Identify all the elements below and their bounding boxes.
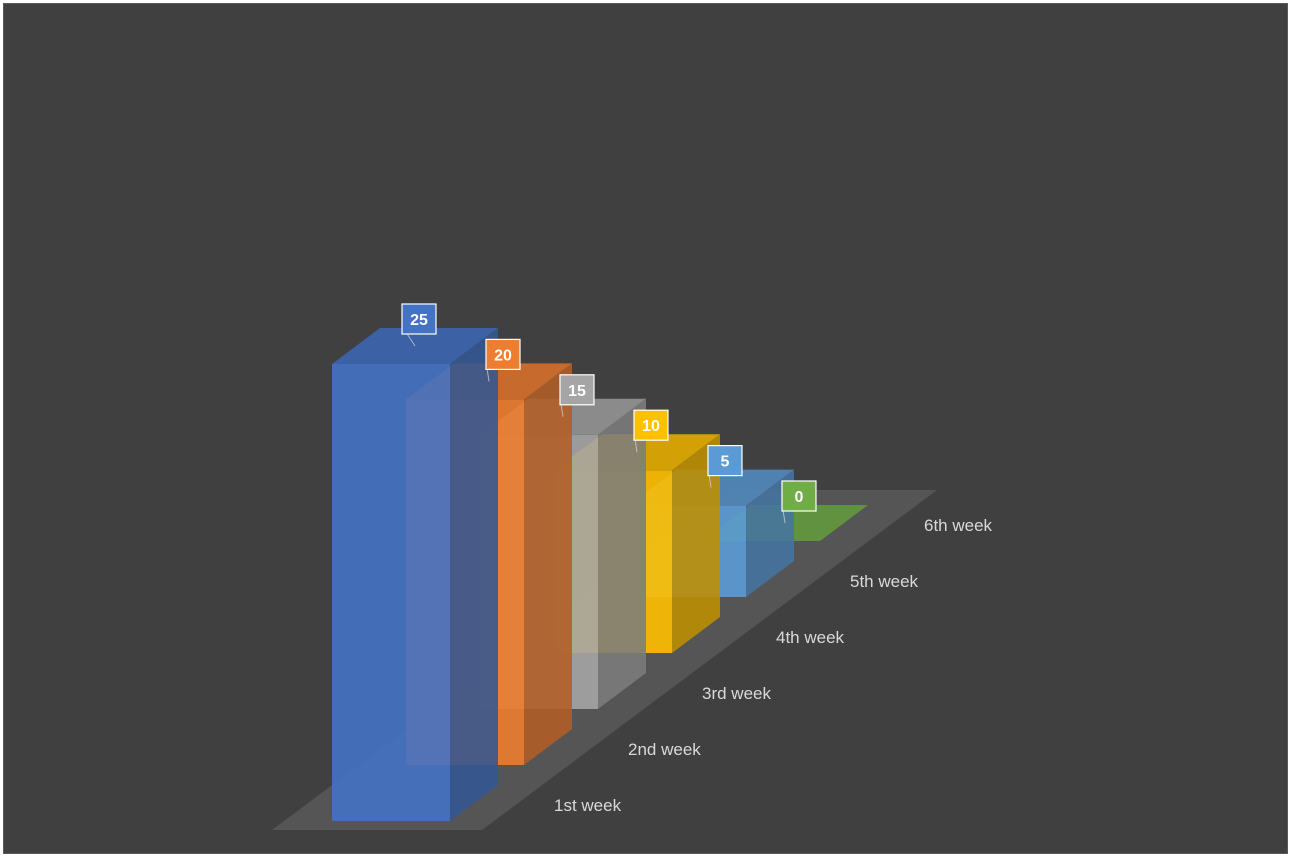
data-label: 20 <box>494 347 512 364</box>
bar-side <box>672 434 720 653</box>
data-label-box <box>633 409 669 441</box>
bar-side <box>450 328 498 821</box>
category-label: 1st week <box>554 796 622 815</box>
chart-area: 0 6th week 5 5th week 10 4th week 15 3rd week 20… <box>3 3 1288 854</box>
data-label-box <box>707 445 743 477</box>
data-label-box <box>781 480 817 512</box>
category-label: 6th week <box>924 516 993 535</box>
data-label-box <box>485 338 521 370</box>
data-label: 5 <box>721 454 730 471</box>
category-label: 3rd week <box>702 684 771 703</box>
data-label: 10 <box>642 418 660 435</box>
data-label-box <box>401 303 437 335</box>
bar-side <box>524 363 572 765</box>
bar-side <box>598 398 646 709</box>
data-label: 0 <box>795 489 804 506</box>
category-label: 5th week <box>850 572 919 591</box>
data-label: 25 <box>410 312 428 329</box>
data-label: 15 <box>568 383 586 400</box>
bar-1 <box>332 328 498 821</box>
category-label: 2nd week <box>628 740 701 759</box>
data-label-box <box>559 374 595 406</box>
bar-front <box>332 364 450 821</box>
category-label: 4th week <box>776 628 845 647</box>
bar-chart-3d: 0 6th week 5 5th week 10 4th week 15 3rd week 20… <box>272 303 993 830</box>
